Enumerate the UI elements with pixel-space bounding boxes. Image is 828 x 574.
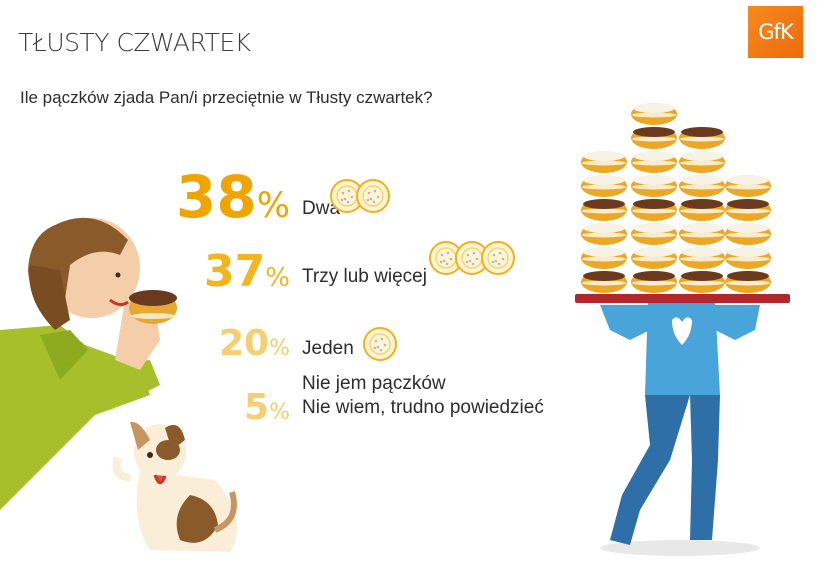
page-title: TŁUSTY CZWARTEK [18,28,251,57]
percent-value: 37% [204,250,290,294]
percent-value: 20% [219,326,290,362]
donut-icon [363,327,397,361]
survey-question: Ile pączków zjada Pan/i przeciętnie w Tł… [20,88,433,107]
category-label: Jeden [302,338,354,359]
tray-donut [679,199,725,221]
percent-number: 38 [176,163,257,231]
category-label: Trzy lub więcej [302,266,427,287]
donut-count-icons [330,179,390,213]
tray-donut [631,175,677,197]
tray-donut [581,247,627,269]
tray-donut [581,199,627,221]
tray-donut [679,151,725,173]
percent-unit: % [256,186,290,226]
tray-donut [631,199,677,221]
percent-value: 5% [244,390,290,426]
woman-eating-donut-illustration [0,217,177,510]
tray-donut [725,199,771,221]
tray-donut [679,127,725,149]
tray-donut [679,247,725,269]
tray-donut [631,151,677,173]
percent-number: 37 [204,246,266,297]
percent-unit: % [269,400,290,425]
tray-donut [581,151,627,173]
dog-illustration [112,421,238,552]
donut-icon [356,179,390,213]
tray-donut [725,175,771,197]
tray-donut [725,271,771,293]
tray-donut [581,175,627,197]
tray-donut [725,223,771,245]
donut-count-icons [429,241,515,275]
percent-number: 20 [218,323,270,364]
donut-count-icons [363,327,397,361]
gfk-logo: GfK [748,6,803,58]
tray-donut [631,127,677,149]
tray-donut [631,103,677,125]
category-label: Nie jem pączków [302,373,446,394]
man-with-donut-tray-illustration [575,103,790,556]
tray-donut [679,223,725,245]
tray-donut [631,247,677,269]
donut-icon [481,241,515,275]
percent-number: 5 [244,387,270,428]
tray-donut [725,247,771,269]
tray-donut [581,271,627,293]
tray-donut [581,223,627,245]
category-label: Dwa [302,198,341,219]
tray-donut [631,223,677,245]
tray-donut [679,271,725,293]
tray-donut [679,175,725,197]
percent-value: 38% [176,168,290,226]
percent-unit: % [265,263,290,293]
percent-unit: % [269,336,290,361]
tray-donut [631,271,677,293]
category-label: Nie wiem, trudno powiedzieć [302,397,544,418]
